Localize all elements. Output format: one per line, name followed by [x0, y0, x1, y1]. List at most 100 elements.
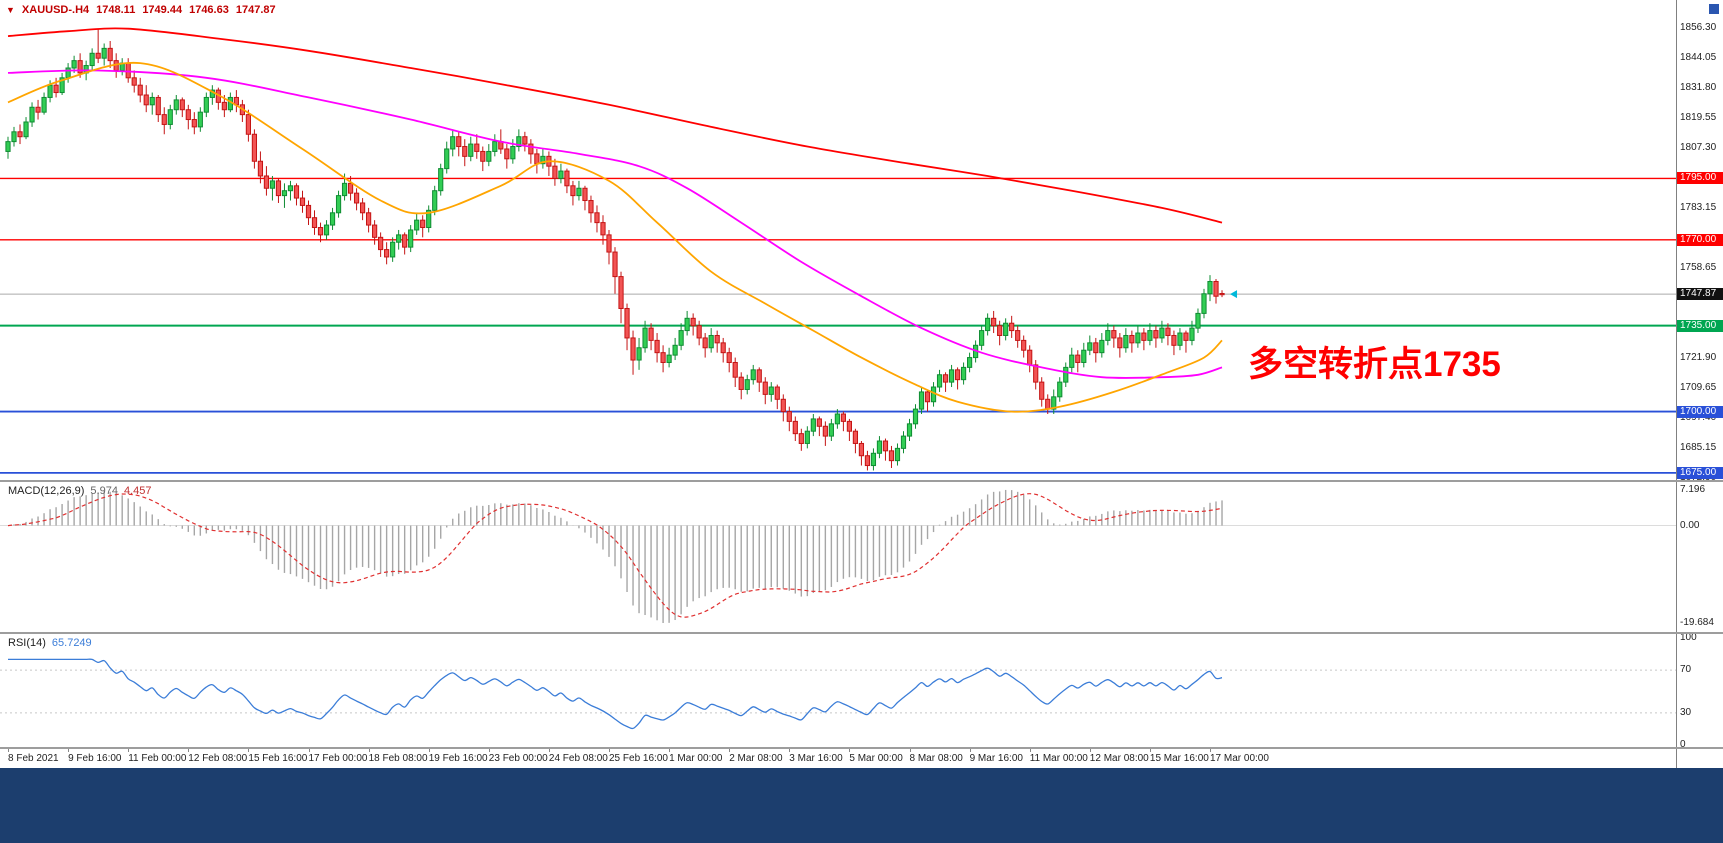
- candle-body: [11, 131, 17, 143]
- panel-separator[interactable]: [0, 480, 1723, 482]
- time-axis-tick: [789, 749, 791, 752]
- price-axis-tick-label: 1758.65: [1680, 261, 1717, 273]
- candle-body: [870, 452, 877, 467]
- time-axis-label: 5 Mar 00:00: [849, 753, 903, 764]
- time-axis-tick: [248, 749, 250, 752]
- ma-long-red[interactable]: [7, 27, 1223, 224]
- candle-body: [359, 202, 366, 214]
- candle-body: [77, 60, 83, 74]
- candle-body: [492, 141, 498, 152]
- time-axis-tick: [1210, 749, 1211, 752]
- candle-body: [708, 334, 714, 349]
- rsi-panel[interactable]: RSI(14) 65.7249: [0, 634, 1676, 747]
- candle-body: [450, 136, 456, 150]
- candle-body: [1057, 381, 1063, 398]
- price-axis-tick-label: 1831.80: [1680, 82, 1717, 94]
- candle-body: [185, 109, 191, 121]
- time-axis-tick: [308, 749, 310, 752]
- macd-axis-tick-label: 0.00: [1680, 519, 1700, 531]
- time-axis-label: 11 Mar 00:00: [1029, 753, 1088, 764]
- candle-body: [768, 386, 774, 395]
- candle-body: [684, 317, 690, 332]
- candle-body: [191, 119, 197, 128]
- time-axis[interactable]: 8 Feb 2021 9 Feb 16:00 11 Feb 00:00 12 Feb …: [0, 749, 1723, 768]
- ohlc-high-value: 1749.44: [142, 4, 183, 16]
- candle-body: [570, 185, 576, 197]
- candle-body: [1135, 332, 1141, 344]
- candle-body: [1045, 398, 1051, 410]
- candle-body: [936, 374, 943, 388]
- candle-body: [269, 180, 276, 189]
- candle-body: [846, 420, 852, 432]
- ma-short-orange[interactable]: [7, 61, 1223, 413]
- time-axis-label: 24 Feb 08:00: [548, 753, 608, 764]
- candle-body: [384, 249, 390, 258]
- candle-body: [1105, 330, 1111, 341]
- candle-body: [997, 325, 1003, 336]
- price-chart-panel[interactable]: ▼ XAUUSD-.H4 1748.11 1749.44 1746.63 174…: [0, 0, 1676, 480]
- candle-body: [804, 430, 810, 444]
- candle-body: [1165, 327, 1171, 336]
- candle-body: [918, 391, 925, 410]
- candle-body: [245, 114, 252, 135]
- price-axis-tick-label: 1819.55: [1680, 112, 1717, 124]
- chart-annotation-text[interactable]: 多空转折点1735: [1248, 345, 1501, 384]
- candle-body: [432, 190, 438, 211]
- candle-body: [840, 413, 846, 422]
- panel-separator[interactable]: [0, 632, 1723, 634]
- candle-body: [41, 96, 47, 113]
- candle-body: [1129, 334, 1135, 344]
- time-axis-tick: [669, 749, 671, 752]
- time-axis-tick: [188, 749, 190, 752]
- candlestick-chart[interactable]: [0, 0, 1676, 480]
- candle-body: [107, 47, 113, 62]
- price-axis-tick-label: 1685.15: [1680, 442, 1717, 453]
- macd-indicator-label: MACD(12,26,9) 5.974 4.457: [8, 485, 151, 497]
- candle-body: [17, 131, 23, 138]
- candle-body: [167, 109, 173, 125]
- candle-body: [203, 96, 209, 113]
- candle-body: [179, 99, 185, 111]
- macd-main-value: 5.974: [90, 485, 118, 497]
- price-axis-level-label: 1700.00: [1677, 405, 1723, 418]
- candle-body: [281, 190, 288, 197]
- time-axis-label: 1 Mar 00:00: [669, 753, 723, 764]
- candle-body: [630, 337, 636, 361]
- candle-body: [762, 381, 768, 395]
- price-axis-level-label: 1795.00: [1677, 172, 1723, 185]
- candle-body: [35, 106, 41, 113]
- candle-body: [390, 241, 396, 258]
- rsi-value: 65.7249: [51, 637, 92, 649]
- ma-mid-magenta[interactable]: [7, 69, 1223, 379]
- candle-body: [1195, 312, 1201, 329]
- candle-body: [558, 170, 564, 179]
- candle-body: [618, 276, 624, 309]
- candle-body: [1123, 334, 1129, 349]
- candle-body: [131, 77, 137, 86]
- macd-chart[interactable]: [0, 482, 1676, 632]
- candle-body: [816, 418, 822, 427]
- candle-body: [1063, 366, 1069, 383]
- macd-panel[interactable]: MACD(12,26,9) 5.974 4.457: [0, 482, 1676, 632]
- candle-body: [900, 435, 907, 449]
- candle-body: [305, 204, 312, 219]
- price-axis-tick-label: 1709.65: [1680, 381, 1717, 393]
- rsi-axis-tick-label: 30: [1680, 706, 1692, 718]
- candle-body: [1201, 293, 1207, 314]
- candle-body: [642, 327, 648, 349]
- dropdown-arrow-icon[interactable]: ▼: [6, 5, 15, 15]
- price-axis[interactable]: 1856.30 1844.05 1831.80 1819.55 1807.30 1783.…: [1676, 0, 1723, 768]
- candle-body: [624, 307, 630, 339]
- candle-body: [1069, 354, 1075, 368]
- candle-body: [53, 84, 59, 94]
- candle-body: [311, 217, 318, 229]
- candle-body: [744, 379, 750, 390]
- rsi-chart[interactable]: [0, 634, 1676, 747]
- candle-body: [504, 148, 510, 160]
- candle-body: [780, 398, 786, 413]
- time-axis-tick: [849, 749, 851, 752]
- axis-corner-marker-icon: [1709, 4, 1719, 14]
- candle-body: [985, 317, 991, 332]
- candle-body: [510, 146, 516, 160]
- price-axis-tick-label: 1844.05: [1680, 52, 1717, 64]
